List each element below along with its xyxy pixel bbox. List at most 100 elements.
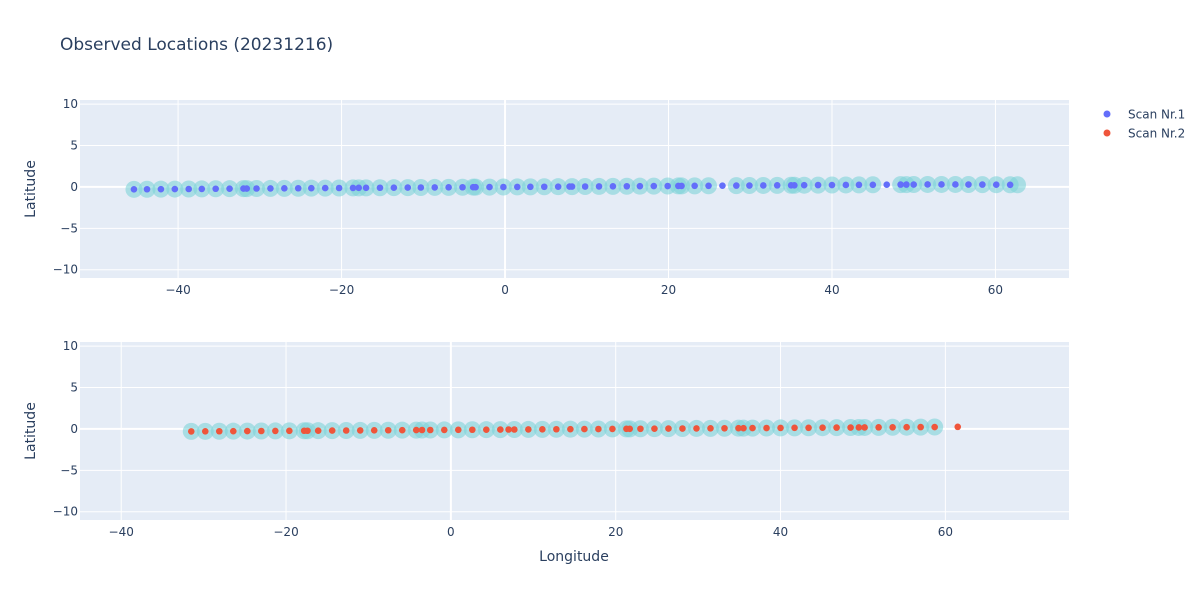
data-point[interactable] — [281, 185, 288, 192]
data-point[interactable] — [469, 426, 476, 434]
data-point[interactable] — [931, 423, 938, 431]
data-point[interactable] — [286, 427, 293, 435]
data-point[interactable] — [992, 181, 1000, 188]
data-point[interactable] — [390, 184, 398, 191]
data-point[interactable] — [440, 426, 448, 434]
data-point[interactable] — [505, 426, 512, 433]
data-point[interactable] — [665, 425, 672, 432]
data-point[interactable] — [595, 183, 603, 190]
data-point[interactable] — [304, 427, 311, 435]
data-point[interactable] — [910, 181, 918, 188]
data-point[interactable] — [805, 424, 812, 432]
data-point[interactable] — [735, 424, 742, 432]
data-point[interactable] — [581, 183, 589, 190]
data-point[interactable] — [924, 181, 931, 188]
data-point[interactable] — [342, 427, 350, 434]
data-point[interactable] — [355, 184, 363, 192]
data-point[interactable] — [412, 426, 420, 434]
data-point[interactable] — [258, 427, 265, 435]
data-point[interactable] — [525, 426, 532, 433]
data-point[interactable] — [511, 426, 518, 433]
data-point[interactable] — [328, 427, 336, 434]
data-point[interactable] — [540, 183, 548, 191]
data-point[interactable] — [965, 181, 972, 188]
data-point[interactable] — [897, 181, 904, 188]
data-point[interactable] — [308, 184, 315, 192]
data-point[interactable] — [664, 182, 671, 190]
data-point[interactable] — [833, 424, 840, 431]
data-point[interactable] — [568, 183, 576, 190]
data-point[interactable] — [869, 181, 877, 189]
data-point[interactable] — [472, 183, 479, 191]
data-point[interactable] — [198, 185, 206, 193]
data-point[interactable] — [636, 182, 644, 190]
data-point[interactable] — [272, 427, 279, 435]
data-point[interactable] — [847, 424, 854, 431]
data-point[interactable] — [828, 181, 836, 189]
data-point[interactable] — [185, 185, 193, 193]
data-point[interactable] — [500, 183, 507, 191]
data-point[interactable] — [398, 426, 406, 434]
data-point[interactable] — [171, 185, 179, 193]
data-point[interactable] — [253, 185, 260, 192]
data-point[interactable] — [721, 424, 728, 432]
data-point[interactable] — [733, 182, 740, 189]
data-point[interactable] — [763, 424, 770, 432]
data-point[interactable] — [431, 184, 439, 191]
data-point[interactable] — [903, 423, 910, 431]
legend-item-scan-1[interactable]: Scan Nr.1 — [1103, 108, 1186, 122]
data-point[interactable] — [267, 185, 274, 192]
data-point[interactable] — [707, 425, 714, 432]
legend-item-scan-2[interactable]: Scan Nr.2 — [1103, 127, 1186, 141]
data-point[interactable] — [215, 427, 223, 435]
data-point[interactable] — [581, 425, 588, 433]
data-point[interactable] — [595, 425, 602, 433]
data-point[interactable] — [842, 181, 850, 189]
data-point[interactable] — [679, 425, 686, 432]
data-point[interactable] — [513, 183, 521, 191]
data-point[interactable] — [678, 182, 685, 190]
data-point[interactable] — [883, 181, 891, 188]
data-point[interactable] — [454, 426, 462, 434]
data-point[interactable] — [459, 183, 466, 191]
data-point[interactable] — [486, 183, 493, 191]
data-point[interactable] — [650, 182, 658, 190]
data-point[interactable] — [777, 424, 784, 432]
data-point[interactable] — [800, 181, 808, 189]
data-point[interactable] — [243, 185, 251, 192]
data-point[interactable] — [244, 427, 251, 435]
data-point[interactable] — [527, 183, 534, 191]
data-point[interactable] — [321, 184, 329, 192]
data-point[interactable] — [855, 181, 863, 189]
data-point[interactable] — [861, 424, 868, 431]
data-point[interactable] — [1006, 181, 1014, 189]
data-point[interactable] — [691, 182, 698, 190]
data-point[interactable] — [749, 424, 756, 432]
data-point[interactable] — [952, 181, 959, 188]
data-point[interactable] — [746, 182, 753, 189]
data-point[interactable] — [229, 427, 237, 435]
data-point[interactable] — [445, 184, 452, 191]
data-point[interactable] — [187, 428, 195, 435]
data-point[interactable] — [705, 182, 712, 190]
data-point[interactable] — [226, 185, 233, 192]
data-point[interactable] — [626, 425, 634, 433]
data-point[interactable] — [483, 426, 490, 433]
data-point[interactable] — [979, 181, 986, 188]
data-point[interactable] — [791, 424, 798, 432]
data-point[interactable] — [404, 184, 412, 191]
data-point[interactable] — [212, 185, 219, 193]
data-point[interactable] — [314, 427, 322, 434]
data-point[interactable] — [362, 184, 370, 192]
data-point[interactable] — [875, 424, 882, 431]
data-point[interactable] — [623, 182, 631, 190]
data-point[interactable] — [651, 425, 658, 432]
data-point[interactable] — [740, 424, 747, 432]
data-point[interactable] — [356, 427, 364, 434]
data-point[interactable] — [819, 424, 826, 431]
data-point[interactable] — [609, 183, 617, 190]
data-point[interactable] — [760, 182, 767, 189]
data-point[interactable] — [418, 426, 426, 434]
data-point[interactable] — [370, 427, 378, 434]
data-point[interactable] — [719, 182, 726, 189]
